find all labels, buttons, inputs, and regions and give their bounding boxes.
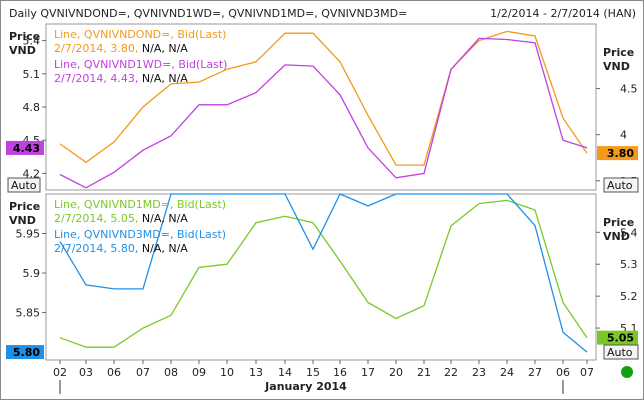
y-tick-left: 5.1: [23, 68, 41, 81]
x-tick-label: 16: [333, 366, 347, 379]
x-tick-label: 02: [53, 366, 67, 379]
legend-values-ond: 2/7/2014, 3.80, N/A, N/A: [54, 42, 188, 55]
last-value-text-1wd: 4.43: [13, 142, 40, 155]
x-tick-label: 07: [580, 366, 594, 379]
auto-button-box[interactable]: [603, 177, 639, 193]
legend-line-ond: Line, QVNIVNDOND=, Bid(Last): [54, 28, 226, 41]
x-tick-label: 20: [389, 366, 403, 379]
legend-values-1md: 2/7/2014, 5.05, N/A, N/A: [54, 212, 188, 225]
y-tick-left: 4.2: [23, 167, 41, 180]
x-tick-label: 07: [136, 366, 150, 379]
legend-values-3md: 2/7/2014, 5.80, N/A, N/A: [54, 242, 188, 255]
auto-scale-button-right-bottom[interactable]: Auto: [603, 344, 639, 360]
legend-na: N/A, N/A: [142, 242, 188, 255]
x-axis: 02 03 06 07 08 09 10 13 14 15 16 17 20 21 22 23 24 27 06 07…: [53, 360, 594, 394]
legend-na: N/A, N/A: [142, 72, 188, 85]
legend-last-value: 2/7/2014, 5.05,: [54, 212, 142, 225]
y-tick-left: 5.4: [23, 35, 41, 48]
last-value-text-ond: 3.80: [607, 147, 634, 160]
auto-button-label[interactable]: Auto: [607, 179, 633, 192]
legend-line-3md: Line, QVNIVND3MD=, Bid(Last): [54, 228, 226, 241]
legend-na: N/A, N/A: [142, 42, 188, 55]
plot-frame: [45, 193, 597, 361]
y-axis-title-left-unit: VND: [9, 44, 36, 57]
x-tick-label: 03: [79, 366, 93, 379]
y-axis-title-right: Price: [603, 46, 634, 59]
y-tick-left: 4.8: [23, 101, 41, 114]
y-axis-title-left: Price: [9, 30, 40, 43]
last-value-text-3md: 5.80: [13, 346, 40, 359]
x-tick-label: 27: [528, 366, 542, 379]
auto-button-box[interactable]: [603, 344, 639, 360]
y-tick-right: 4.5: [620, 83, 638, 96]
live-status-icon: [621, 366, 633, 378]
last-value-badge-1md: [597, 330, 638, 345]
last-value-badge-1wd: [6, 140, 44, 155]
series-line-1md: [59, 199, 588, 348]
x-tick-label: 21: [417, 366, 431, 379]
y-axis-title-right-unit: VND: [603, 60, 630, 73]
x-tick-label: 14: [278, 366, 292, 379]
last-value-text-1md: 5.05: [607, 332, 634, 345]
y-tick-left: 5.85: [16, 307, 41, 320]
x-tick-label: 06: [107, 366, 121, 379]
auto-button-label[interactable]: Auto: [11, 179, 37, 192]
y-tick-right: 5.4: [620, 226, 638, 239]
x-axis-month-label: January 2014: [264, 380, 347, 393]
x-tick-label: 09: [192, 366, 206, 379]
x-tick-label: 17: [361, 366, 375, 379]
y-axis-title-left-unit: VND: [9, 214, 36, 227]
chart-header: Daily QVNIVNDOND=, QVNIVND1WD=, QVNIVND1…: [0, 0, 644, 24]
legend-last-value: 2/7/2014, 5.80,: [54, 242, 142, 255]
x-tick-label: 08: [164, 366, 178, 379]
date-range: 1/2/2014 - 2/7/2014 (HAN): [490, 7, 636, 20]
y-tick-right: 5.2: [620, 290, 638, 303]
legend-line-1md: Line, QVNIVND1MD=, Bid(Last): [54, 198, 226, 211]
auto-button-label[interactable]: Auto: [607, 346, 633, 359]
legend-last-value: 2/7/2014, 4.43,: [54, 72, 142, 85]
series-line-3md: [59, 193, 588, 353]
y-tick-left: 5.9: [23, 267, 41, 280]
panel-top: PriceVNDPriceVND5.45.14.84.54.24.543.5Li…: [6, 23, 638, 191]
legend-values-1wd: 2/7/2014, 4.43, N/A, N/A: [54, 72, 188, 85]
last-value-badge-ond: [597, 146, 638, 161]
x-tick-label: 06: [556, 366, 570, 379]
x-tick-label: 13: [249, 366, 263, 379]
series-line-ond: [59, 30, 588, 166]
x-tick-label: 23: [472, 366, 486, 379]
auto-button-box[interactable]: [7, 177, 41, 193]
legend-na: N/A, N/A: [142, 212, 188, 225]
y-tick-right: 4: [620, 129, 627, 142]
last-value-badge-3md: [6, 345, 44, 360]
auto-scale-button-right-top[interactable]: Auto: [603, 177, 639, 193]
x-tick-label: 22: [444, 366, 458, 379]
x-tick-label: 10: [220, 366, 234, 379]
legend-last-value: 2/7/2014, 3.80,: [54, 42, 142, 55]
y-tick-right: 5.3: [620, 258, 638, 271]
x-tick-label: 15: [306, 366, 320, 379]
auto-scale-button-left-top[interactable]: Auto: [7, 177, 41, 193]
chart-title: Daily QVNIVNDOND=, QVNIVND1WD=, QVNIVND1…: [9, 7, 408, 20]
y-tick-left: 5.95: [16, 228, 41, 241]
series-line-1wd: [59, 37, 588, 189]
x-tick-label: 24: [500, 366, 514, 379]
y-axis-title-left: Price: [9, 200, 40, 213]
legend-line-1wd: Line, QVNIVND1WD=, Bid(Last): [54, 58, 227, 71]
y-axis-title-right-unit: VND: [603, 230, 630, 243]
y-axis-title-right: Price: [603, 216, 634, 229]
